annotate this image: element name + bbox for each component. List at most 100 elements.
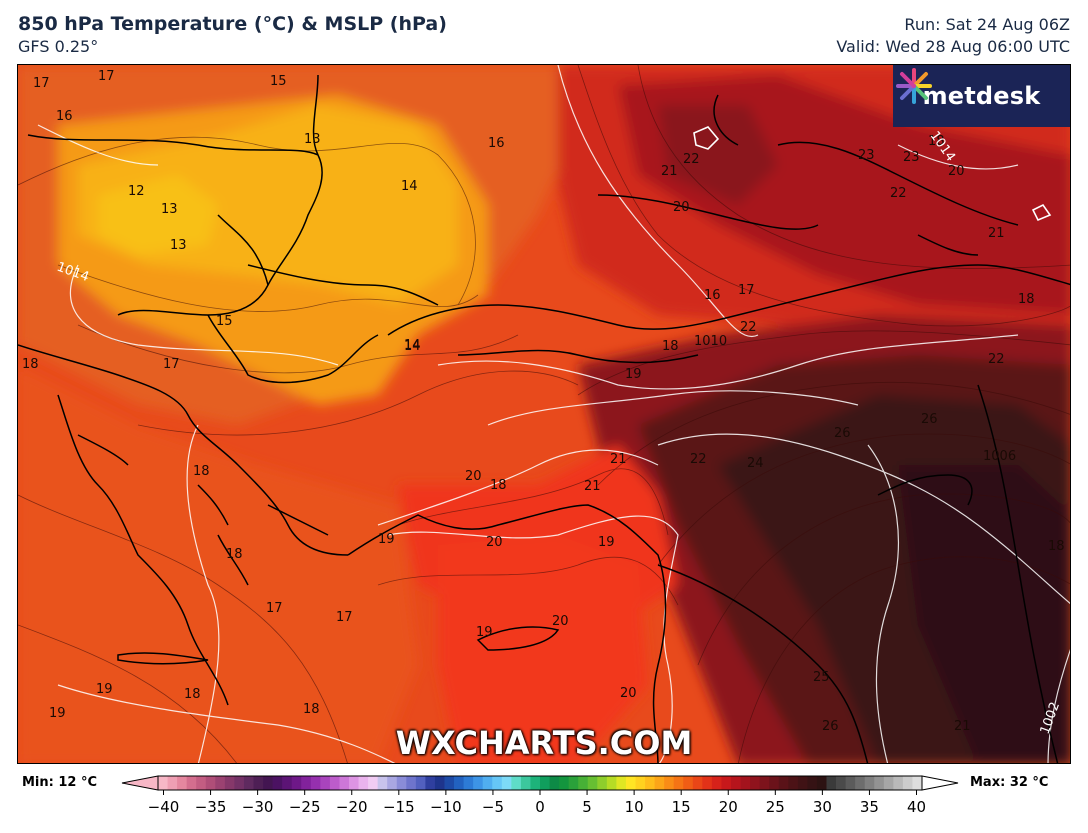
temperature-label: 15 [270, 74, 287, 89]
colorbar-swatch [721, 776, 732, 790]
colorbar-swatch [492, 776, 503, 790]
colorbar-swatch [310, 776, 321, 790]
colorbar-swatch [282, 776, 293, 790]
temperature-label: 12 [128, 184, 145, 199]
colorbar-swatch [692, 776, 703, 790]
colorbar-swatch [645, 776, 655, 790]
temperature-label: 21 [661, 164, 678, 179]
temperature-label: 18 [193, 464, 210, 479]
colorbar-min-arrow [121, 775, 159, 791]
colorbar-swatch [740, 776, 751, 790]
wxcharts-watermark: WXCHARTS.COM [395, 724, 693, 762]
chart-title: 850 hPa Temperature (°C) & MSLP (hPa) [18, 13, 447, 35]
colorbar-max-label: Max: 32 °C [970, 775, 1049, 790]
colorbar-swatch [368, 776, 379, 790]
colorbar-swatch [540, 776, 550, 790]
colorbar-swatch [444, 776, 455, 790]
temperature-label: 19 [598, 535, 615, 550]
colorbar-tick-label: 25 [766, 798, 785, 816]
colorbar-swatch [501, 776, 512, 790]
colorbar-tick-label: 0 [535, 798, 545, 816]
temperature-label: 16 [488, 136, 505, 151]
colorbar-swatch [454, 776, 464, 790]
temperature-label: 18 [928, 134, 945, 149]
temperature-label: 1010 [694, 334, 727, 349]
colorbar-swatch [415, 776, 426, 790]
temperature-label: 14 [404, 339, 421, 354]
colorbar-swatch [664, 776, 675, 790]
temperature-label: 22 [740, 320, 757, 335]
colorbar-tick-label: 10 [625, 798, 644, 816]
temperature-label: 19 [96, 682, 113, 697]
run-time: Run: Sat 24 Aug 06Z [904, 15, 1070, 34]
colorbar-swatch [243, 776, 254, 790]
colorbar-swatch [396, 776, 407, 790]
colorbar-swatch [816, 776, 827, 790]
colorbar-swatch [587, 776, 598, 790]
colorbar-swatch [253, 776, 264, 790]
temperature-label: 20 [465, 469, 482, 484]
colorbar-swatch [731, 776, 741, 790]
temperature-label: 21 [954, 719, 971, 734]
colorbar-swatch [711, 776, 722, 790]
colorbar-swatch [902, 776, 913, 790]
colorbar-swatch [759, 776, 770, 790]
colorbar-swatch [425, 776, 436, 790]
colorbar-swatch [196, 776, 207, 790]
temperature-label: 15 [216, 314, 233, 329]
colorbar-swatch [377, 776, 388, 790]
colorbar-tick-label: 5 [582, 798, 592, 816]
chart-header-left: 850 hPa Temperature (°C) & MSLP (hPa) GF… [18, 12, 447, 58]
colorbar-tick-label: −20 [336, 798, 368, 816]
temperature-label: 18 [226, 547, 243, 562]
colorbar-swatch [358, 776, 369, 790]
weather-map[interactable]: 17 17 15 16 13 16 22 21 20 23 23 18 20 2… [17, 64, 1071, 764]
colorbar-swatch [234, 776, 245, 790]
colorbar-swatch [339, 776, 350, 790]
temperature-label: 18 [490, 478, 507, 493]
colorbar-swatch [883, 776, 894, 790]
colorbar-swatch [616, 776, 627, 790]
colorbar-tick-label: −5 [482, 798, 504, 816]
colorbar-swatch [224, 776, 235, 790]
temperature-label: 18 [1018, 292, 1035, 307]
colorbar-tick-label: −35 [195, 798, 227, 816]
colorbar-swatch [329, 776, 340, 790]
temperature-label: 18 [22, 357, 39, 372]
temperature-label: 20 [673, 200, 690, 215]
temperature-label: 14 [404, 338, 421, 353]
colorbar-tick-label: 15 [672, 798, 691, 816]
temperature-label: 22 [690, 452, 707, 467]
colorbar-swatch [167, 776, 178, 790]
temperature-field: 17 17 15 16 13 16 22 21 20 23 23 18 20 2… [18, 65, 1070, 763]
colorbar-tick-label: −10 [430, 798, 462, 816]
colorbar-tick-label: 35 [860, 798, 879, 816]
chart-header-right: Run: Sat 24 Aug 06Z Valid: Wed 28 Aug 06… [836, 14, 1070, 58]
model-name: GFS 0.25° [18, 37, 99, 56]
colorbar-swatch [788, 776, 799, 790]
colorbar-swatch [606, 776, 617, 790]
temperature-label: 21 [610, 452, 627, 467]
metdesk-logo-icon [896, 68, 932, 104]
colorbar-swatch [263, 776, 273, 790]
temperature-label: 23 [858, 148, 875, 163]
colorbar-swatch [778, 776, 789, 790]
colorbar-swatch [845, 776, 856, 790]
colorbar-swatch [158, 776, 168, 790]
colorbar-swatch [797, 776, 808, 790]
colorbar-swatch [463, 776, 474, 790]
colorbar-swatch [893, 776, 904, 790]
colorbar-swatch [559, 776, 570, 790]
temperature-label: 1006 [983, 449, 1016, 464]
colorbar-swatch [625, 776, 636, 790]
colorbar-swatch [750, 776, 761, 790]
colorbar-swatch [702, 776, 713, 790]
colorbar-tick-label: 30 [813, 798, 832, 816]
colorbar-swatch [473, 776, 484, 790]
temperature-label: 18 [1048, 539, 1065, 554]
colorbar-max-arrow [921, 775, 959, 791]
colorbar-swatch [215, 776, 226, 790]
temperature-label: 14 [401, 179, 418, 194]
colorbar-swatch [836, 776, 846, 790]
metdesk-logo: metdesk [893, 65, 1070, 127]
